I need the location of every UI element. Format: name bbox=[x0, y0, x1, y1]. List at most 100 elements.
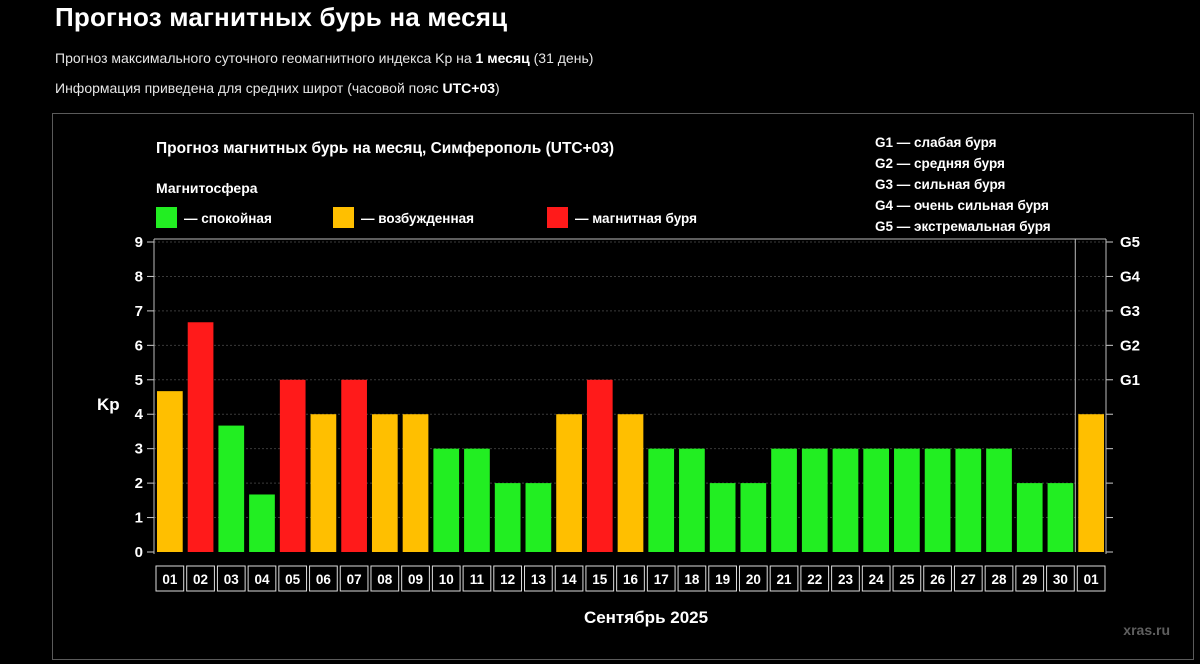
bar-day-23 bbox=[832, 448, 859, 552]
date-box bbox=[800, 565, 830, 592]
bar-day-24 bbox=[863, 448, 890, 552]
date-box bbox=[1015, 565, 1045, 592]
legend-swatch-excited bbox=[333, 207, 354, 228]
y-axis-label: Kp bbox=[97, 395, 120, 414]
date-box bbox=[247, 565, 277, 592]
bar-day-16 bbox=[617, 414, 644, 552]
bar-day-26 bbox=[924, 448, 951, 552]
x-tick-label: 15 bbox=[592, 572, 608, 587]
bar-day-9 bbox=[402, 414, 429, 552]
date-box bbox=[923, 565, 952, 592]
x-tick-label: 05 bbox=[285, 572, 301, 587]
date-box bbox=[431, 565, 461, 592]
legend-label-storm: — магнитная буря bbox=[575, 211, 697, 226]
date-box bbox=[370, 565, 400, 592]
date-box bbox=[1046, 565, 1075, 592]
legend-label-excited: — возбужденная bbox=[361, 211, 474, 226]
x-tick-label: 06 bbox=[316, 572, 332, 587]
date-box bbox=[401, 565, 430, 592]
x-tick-label: 23 bbox=[838, 572, 854, 587]
date-box bbox=[493, 565, 523, 592]
date-box bbox=[984, 565, 1014, 592]
bar-day-7 bbox=[341, 379, 367, 552]
x-tick-label: 25 bbox=[899, 572, 915, 587]
date-box bbox=[646, 565, 676, 592]
x-axis-label: Сентябрь 2025 bbox=[584, 608, 708, 627]
bar-day-10 bbox=[433, 448, 460, 552]
date-box bbox=[155, 565, 185, 592]
bar-day-13 bbox=[525, 483, 552, 552]
bar-day-25 bbox=[894, 448, 920, 552]
storm-scale-item: G5 — экстремальная буря bbox=[875, 219, 1051, 234]
x-tick-label: 30 bbox=[1053, 572, 1068, 587]
date-box bbox=[892, 565, 922, 592]
date-box bbox=[616, 565, 645, 592]
x-tick-label: 02 bbox=[193, 572, 208, 587]
chart-title: Прогноз магнитных бурь на месяц, Симферо… bbox=[156, 140, 614, 157]
y-tick-label: 6 bbox=[135, 337, 143, 354]
bar-day-29 bbox=[1016, 483, 1043, 552]
date-box bbox=[339, 565, 369, 592]
date-box bbox=[738, 565, 768, 592]
bar-day-17 bbox=[648, 448, 675, 552]
y-tick-label: 7 bbox=[135, 303, 143, 320]
bar-day-28 bbox=[986, 448, 1012, 552]
x-tick-label: 18 bbox=[684, 572, 700, 587]
g-scale-label: G3 bbox=[1120, 303, 1140, 320]
bar-day-31 bbox=[1078, 414, 1104, 552]
x-tick-label: 09 bbox=[408, 572, 423, 587]
bar-day-12 bbox=[494, 483, 521, 552]
bar-day-8 bbox=[371, 414, 398, 552]
bar-day-2 bbox=[187, 322, 214, 552]
legend-swatch-storm bbox=[547, 207, 568, 228]
y-tick-label: 0 bbox=[135, 544, 143, 561]
x-tick-label: 20 bbox=[746, 572, 761, 587]
bar-day-15 bbox=[586, 379, 613, 552]
date-box bbox=[585, 565, 615, 592]
x-tick-label: 29 bbox=[1022, 572, 1037, 587]
date-box bbox=[769, 565, 799, 592]
date-box bbox=[278, 565, 308, 592]
x-tick-label: 01 bbox=[1084, 572, 1100, 587]
x-tick-label: 08 bbox=[377, 572, 393, 587]
x-tick-label: 26 bbox=[930, 572, 946, 587]
bar-day-20 bbox=[740, 483, 767, 552]
bar-day-1 bbox=[157, 391, 183, 552]
legend-title: Магнитосфера bbox=[156, 180, 258, 196]
date-box bbox=[462, 565, 492, 592]
date-box bbox=[524, 565, 553, 592]
g-scale-label: G5 bbox=[1120, 234, 1140, 251]
bar-day-21 bbox=[771, 448, 797, 552]
legend-swatch-calm bbox=[156, 207, 177, 228]
y-tick-label: 5 bbox=[135, 372, 143, 389]
y-tick-label: 3 bbox=[135, 441, 143, 458]
storm-scale-item: G2 — средняя буря bbox=[875, 156, 1005, 171]
chart-panel: Прогноз магнитных бурь на месяц, Симферо… bbox=[52, 113, 1194, 660]
x-tick-label: 13 bbox=[531, 572, 547, 587]
legend-label-calm: — спокойная bbox=[184, 211, 272, 226]
g-scale-label: G4 bbox=[1120, 268, 1141, 285]
date-box bbox=[861, 565, 891, 592]
y-tick-label: 9 bbox=[135, 234, 143, 251]
g-scale-label: G2 bbox=[1120, 337, 1140, 354]
bar-day-5 bbox=[279, 379, 306, 552]
date-box bbox=[953, 565, 983, 592]
date-box bbox=[309, 565, 338, 592]
bar-day-6 bbox=[310, 414, 337, 552]
x-tick-label: 27 bbox=[961, 572, 976, 587]
x-tick-label: 21 bbox=[777, 572, 793, 587]
x-tick-label: 17 bbox=[654, 572, 669, 587]
bar-day-30 bbox=[1047, 483, 1074, 552]
page-title: Прогноз магнитных бурь на месяц bbox=[55, 2, 508, 32]
kp-forecast-chart: Прогноз магнитных бурь на месяц, Симферо… bbox=[97, 135, 1170, 638]
x-tick-label: 16 bbox=[623, 572, 639, 587]
page-subtitle-latitude: Информация приведена для средних широт (… bbox=[55, 80, 500, 96]
x-tick-label: 22 bbox=[807, 572, 822, 587]
date-box bbox=[216, 565, 246, 592]
g-scale-label: G1 bbox=[1120, 372, 1140, 389]
bar-day-19 bbox=[709, 483, 736, 552]
storm-scale-item: G3 — сильная буря bbox=[875, 177, 1005, 192]
bar-day-18 bbox=[679, 448, 705, 552]
page-subtitle-period: Прогноз максимального суточного геомагни… bbox=[55, 50, 594, 66]
x-tick-label: 11 bbox=[470, 572, 485, 587]
